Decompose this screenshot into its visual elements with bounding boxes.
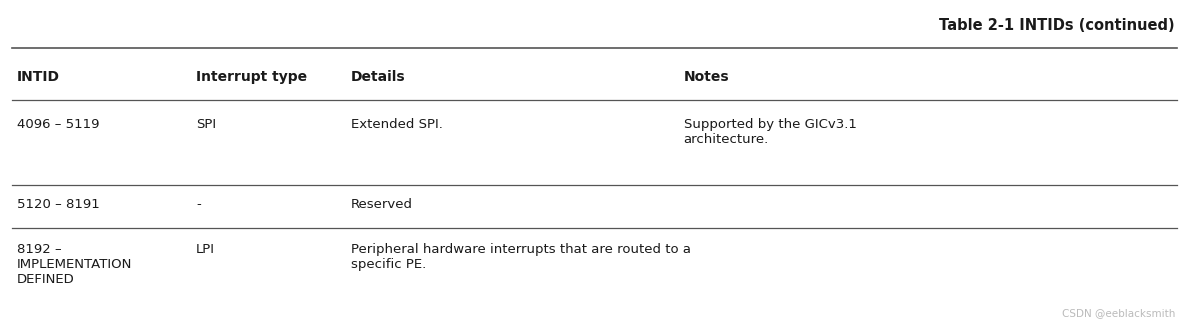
Text: Interrupt type: Interrupt type <box>196 70 307 84</box>
Text: SPI: SPI <box>196 118 216 131</box>
Text: INTID: INTID <box>17 70 59 84</box>
Text: Details: Details <box>351 70 405 84</box>
Text: 8192 –
IMPLEMENTATION
DEFINED: 8192 – IMPLEMENTATION DEFINED <box>17 243 132 286</box>
Text: -: - <box>684 243 688 256</box>
Text: Extended SPI.: Extended SPI. <box>351 118 442 131</box>
Text: Notes: Notes <box>684 70 729 84</box>
Text: -: - <box>196 198 201 211</box>
Text: 5120 – 8191: 5120 – 8191 <box>17 198 100 211</box>
Text: Reserved: Reserved <box>351 198 413 211</box>
Text: LPI: LPI <box>196 243 215 256</box>
Text: Table 2-1 INTIDs (continued): Table 2-1 INTIDs (continued) <box>939 18 1175 33</box>
Text: CSDN @eeblacksmith: CSDN @eeblacksmith <box>1062 308 1175 318</box>
Text: Peripheral hardware interrupts that are routed to a
specific PE.: Peripheral hardware interrupts that are … <box>351 243 691 271</box>
Text: Supported by the GICv3.1
architecture.: Supported by the GICv3.1 architecture. <box>684 118 856 146</box>
Text: 4096 – 5119: 4096 – 5119 <box>17 118 99 131</box>
